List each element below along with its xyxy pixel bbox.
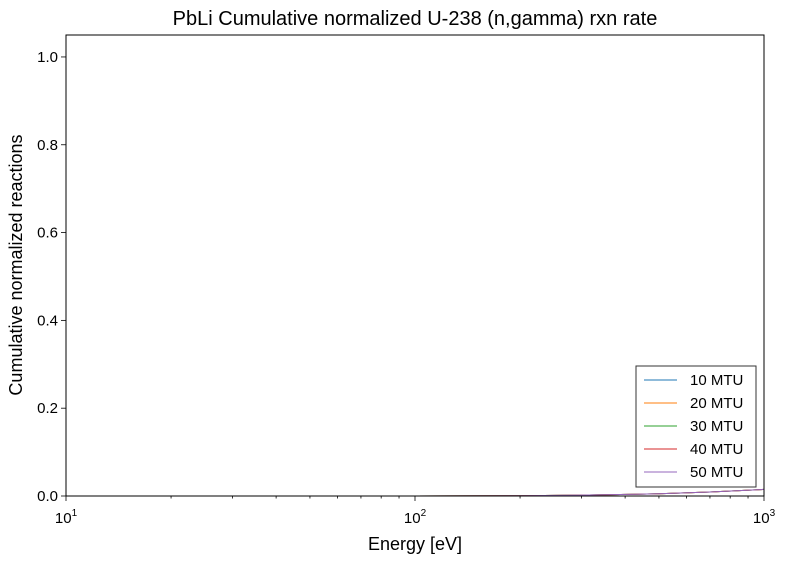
- x-tick-label: 101: [55, 508, 78, 527]
- y-tick-label: 1.0: [37, 49, 58, 66]
- legend-label-4: 40 MTU: [690, 441, 743, 458]
- y-tick-label: 0.6: [37, 225, 58, 242]
- y-tick-label: 0.8: [37, 137, 58, 154]
- y-tick-label: 0.0: [37, 488, 58, 505]
- legend-label-2: 20 MTU: [690, 395, 743, 412]
- series-group: [66, 488, 765, 497]
- legend-label-3: 30 MTU: [690, 418, 743, 435]
- x-tick-label: 103: [753, 508, 776, 527]
- x-axis-ticks: 101 102 103: [55, 496, 776, 527]
- y-axis-label: Cumulative normalized reactions: [6, 134, 26, 395]
- y-axis-ticks: 0.0 0.2 0.4 0.6 0.8 1.0: [37, 49, 66, 505]
- x-tick-label: 102: [404, 508, 427, 527]
- series-line-1: [66, 488, 765, 497]
- legend-label-1: 10 MTU: [690, 372, 743, 389]
- chart-title: PbLi Cumulative normalized U-238 (n,gamm…: [173, 8, 658, 30]
- series-line-2: [66, 488, 765, 497]
- series-line-4: [66, 488, 765, 497]
- series-line-5: [66, 488, 765, 497]
- legend-label-5: 50 MTU: [690, 464, 743, 481]
- x-axis-label: Energy [eV]: [368, 534, 462, 554]
- y-tick-label: 0.4: [37, 312, 58, 329]
- y-tick-label: 0.2: [37, 400, 58, 417]
- legend: 10 MTU 20 MTU 30 MTU 40 MTU 50 MTU: [635, 365, 757, 488]
- series-line-3: [66, 488, 765, 497]
